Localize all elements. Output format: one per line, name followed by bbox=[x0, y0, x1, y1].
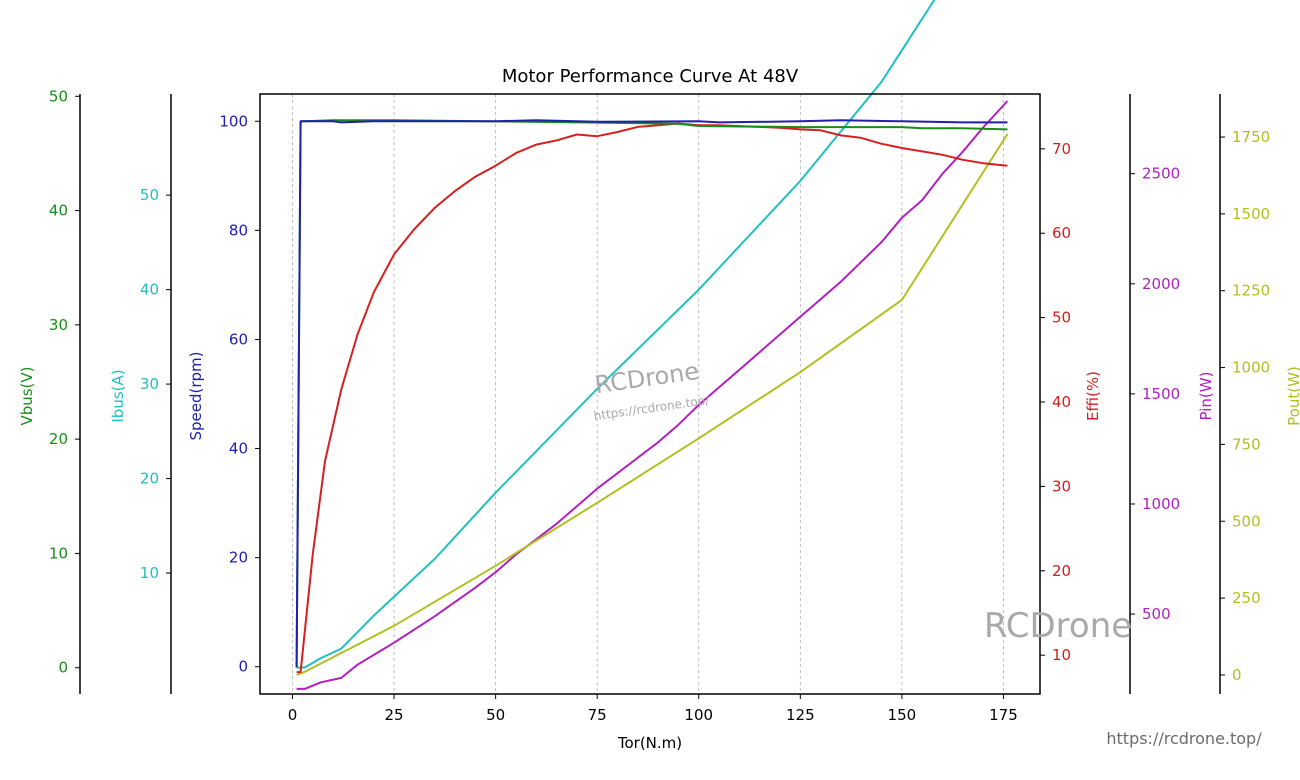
y-axis-vbus: 0 10 20 30 40 50 Vbus(V) bbox=[18, 87, 81, 694]
x-tick-label: 50 bbox=[486, 706, 505, 724]
y-tick-label: 50 bbox=[140, 186, 159, 204]
y-tick-label: 40 bbox=[49, 202, 68, 220]
grid-layer bbox=[292, 94, 1004, 694]
x-axis: 0 25 50 75 100 125 150 175 bbox=[288, 694, 1018, 724]
y-tick-label: 60 bbox=[1052, 224, 1071, 242]
corner-watermark: RCDrone bbox=[984, 606, 1132, 646]
center-watermark: RCDrone bbox=[593, 357, 701, 399]
y-tick-label: 60 bbox=[229, 330, 248, 348]
footer-url: https://rcdrone.top/ bbox=[1106, 729, 1262, 748]
y-tick-label: 50 bbox=[1052, 309, 1071, 327]
y-axis-label: Ibus(A) bbox=[109, 369, 127, 422]
y-tick-label: 40 bbox=[229, 440, 248, 458]
x-tick-label: 25 bbox=[385, 706, 404, 724]
y-tick-label: 1000 bbox=[1142, 495, 1180, 513]
y-tick-label: 30 bbox=[1052, 477, 1071, 495]
y-axis-label: Vbus(V) bbox=[18, 366, 36, 425]
y-axis-pin: 500 1000 1500 2000 2500 Pin(W) bbox=[1129, 94, 1215, 694]
series-line-vbus bbox=[295, 119, 1008, 668]
series-line-pin bbox=[296, 100, 1009, 690]
y-tick-label: 10 bbox=[1052, 646, 1071, 664]
series-line-speed bbox=[295, 119, 1008, 667]
y-axis-label: Effi(%) bbox=[1084, 371, 1102, 421]
y-tick-label: 10 bbox=[140, 564, 159, 582]
y-tick-label: 2000 bbox=[1142, 275, 1180, 293]
y-tick-label: 70 bbox=[1052, 140, 1071, 158]
x-axis-label: Tor(N.m) bbox=[617, 734, 682, 752]
y-tick-label: 100 bbox=[219, 112, 248, 130]
y-tick-label: 1500 bbox=[1142, 385, 1180, 403]
series-line-eff bbox=[296, 122, 1008, 674]
y-axis-label: Speed(rpm) bbox=[187, 351, 205, 440]
x-tick-label: 0 bbox=[288, 706, 298, 724]
y-tick-label: 2500 bbox=[1142, 165, 1180, 183]
y-tick-label: 20 bbox=[1052, 562, 1071, 580]
y-tick-label: 10 bbox=[49, 544, 68, 562]
center-watermark-url: https://rcdrone.top/ bbox=[593, 393, 711, 423]
x-tick-label: 150 bbox=[888, 706, 917, 724]
y-tick-label: 30 bbox=[49, 316, 68, 334]
series-line-pout bbox=[296, 133, 1009, 676]
y-tick-label: 1500 bbox=[1232, 205, 1270, 223]
y-tick-label: 0 bbox=[58, 659, 68, 677]
y-tick-label: 250 bbox=[1232, 589, 1261, 607]
y-tick-label: 750 bbox=[1232, 435, 1261, 453]
y-axis-ibus: 10 20 30 40 50 Ibus(A) bbox=[109, 94, 172, 694]
y-tick-label: 0 bbox=[238, 658, 248, 676]
plot-frame bbox=[259, 93, 1041, 695]
y-tick-label: 20 bbox=[229, 549, 248, 567]
x-tick-label: 100 bbox=[684, 706, 713, 724]
x-tick-label: 75 bbox=[588, 706, 607, 724]
y-tick-label: 40 bbox=[1052, 393, 1071, 411]
y-tick-label: 20 bbox=[49, 430, 68, 448]
y-tick-label: 40 bbox=[140, 281, 159, 299]
y-axis-label: Pin(W) bbox=[1197, 372, 1215, 421]
y-tick-label: 30 bbox=[140, 375, 159, 393]
y-tick-label: 20 bbox=[140, 470, 159, 488]
y-tick-label: 80 bbox=[229, 221, 248, 239]
y-tick-label: 0 bbox=[1232, 666, 1242, 684]
y-tick-label: 1750 bbox=[1232, 128, 1270, 146]
y-axis-pout: 0 250 500 750 1000 1250 1500 1750 Pout(W) bbox=[1219, 94, 1300, 694]
y-axis-speed: 0 20 40 60 80 100 Speed(rpm) bbox=[187, 112, 260, 676]
chart-title: Motor Performance Curve At 48V bbox=[502, 66, 799, 87]
y-tick-label: 500 bbox=[1232, 512, 1261, 530]
y-tick-label: 1000 bbox=[1232, 359, 1270, 377]
y-tick-label: 500 bbox=[1142, 605, 1171, 623]
y-axes: 0 10 20 30 40 50 Vbus(V) 10 20 30 40 50 Ibus(A) 0 20 40… bbox=[18, 87, 1300, 694]
y-tick-label: 50 bbox=[49, 87, 68, 105]
series-layer bbox=[295, 0, 1009, 690]
series-line-ibus bbox=[296, 0, 936, 669]
x-tick-label: 175 bbox=[989, 706, 1018, 724]
x-tick-label: 125 bbox=[786, 706, 815, 724]
y-tick-label: 1250 bbox=[1232, 282, 1270, 300]
y-axis-label: Pout(W) bbox=[1285, 366, 1300, 426]
y-axis-eff: 10 20 30 40 50 60 70 Effi(%) bbox=[1040, 140, 1102, 664]
